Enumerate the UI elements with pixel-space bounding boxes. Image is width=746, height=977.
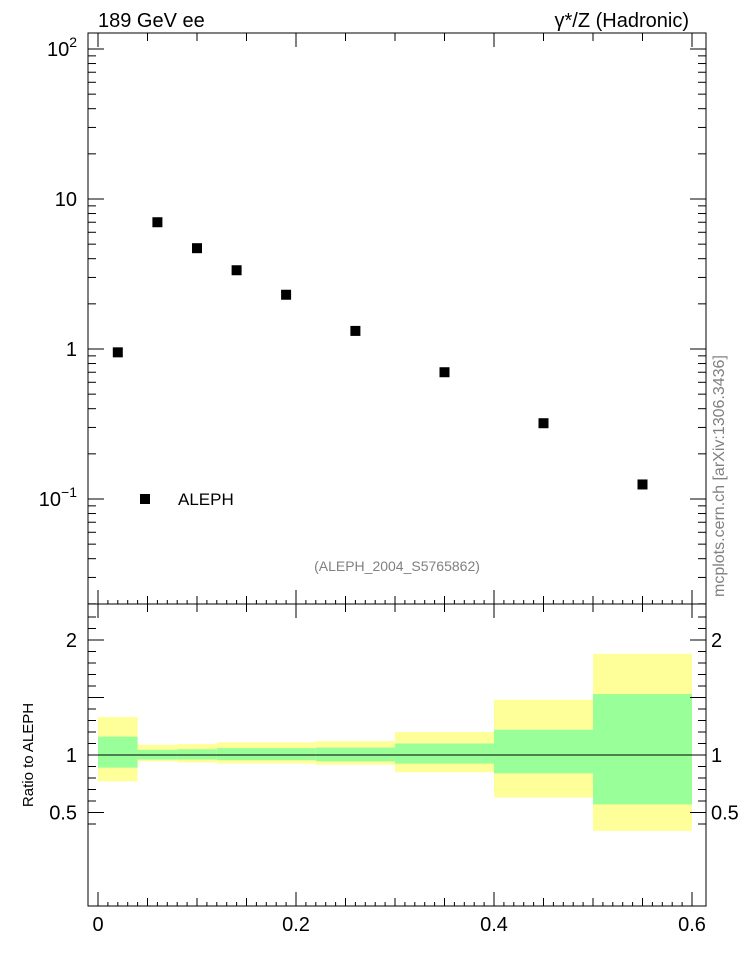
data-point [112, 347, 123, 358]
data-point [637, 479, 648, 490]
ratio-ytick-label-right: 1 [711, 745, 722, 767]
ratio-uncertainty-bands [98, 653, 692, 831]
ratio-ytick-label-left: 1 [66, 745, 77, 767]
legend-marker [140, 494, 150, 504]
ratio-ytick-label-left: 2 [66, 630, 77, 652]
energy-label: 189 GeV ee [98, 10, 205, 32]
watermark-text: mcplots.cern.ch [arXiv:1306.3436] [711, 355, 728, 597]
main-ytick-label: 1 [66, 339, 77, 361]
ratio-xtick-label: 0 [92, 914, 103, 936]
ratio-xtick-labels: 0 0.2 0.4 0.6 [92, 914, 705, 936]
main-axis-ticks [88, 33, 706, 605]
data-point [439, 367, 450, 378]
main-plot-frame [87, 32, 707, 605]
ratio-ytick-label-right: 2 [711, 630, 722, 652]
main-ytick-labels: 10−1 1 10 102 [39, 34, 77, 511]
inner-band-bin [395, 743, 494, 764]
main-ytick-label: 10−1 [39, 484, 77, 511]
main-ytick-label: 102 [47, 34, 77, 61]
ratio-xtick-label: 0.2 [282, 914, 310, 936]
data-point [231, 265, 242, 276]
ratio-axis-ticks [88, 604, 706, 906]
legend-label: ALEPH [178, 490, 234, 509]
ratio-ylabel: Ratio to ALEPH [20, 703, 37, 807]
ratio-xtick-label: 0.4 [480, 914, 508, 936]
data-point [192, 243, 202, 254]
ratio-ytick-label-right: 0.5 [711, 803, 739, 825]
inner-band-bin [177, 749, 217, 760]
inner-band-bin [494, 729, 593, 774]
process-label: γ*/Z (Hadronic) [555, 10, 689, 32]
inner-band-bin [315, 747, 395, 762]
data-point [538, 418, 549, 429]
data-point [152, 217, 163, 228]
analysis-id-label: (ALEPH_2004_S5765862) [314, 558, 480, 574]
ratio-plot-frame [87, 603, 707, 907]
data-point [350, 325, 361, 336]
ratio-xtick-label: 0.6 [678, 914, 706, 936]
main-data-points [112, 217, 648, 490]
inner-band-bin [216, 748, 316, 761]
inner-band-bin [98, 736, 138, 768]
main-ytick-label: 10 [55, 189, 77, 211]
ratio-ytick-labels: 0.5 0.5 1 1 2 2 [49, 630, 739, 825]
data-point [281, 289, 292, 300]
inner-band-bin [593, 694, 692, 805]
ratio-ytick-label-left: 0.5 [49, 803, 77, 825]
